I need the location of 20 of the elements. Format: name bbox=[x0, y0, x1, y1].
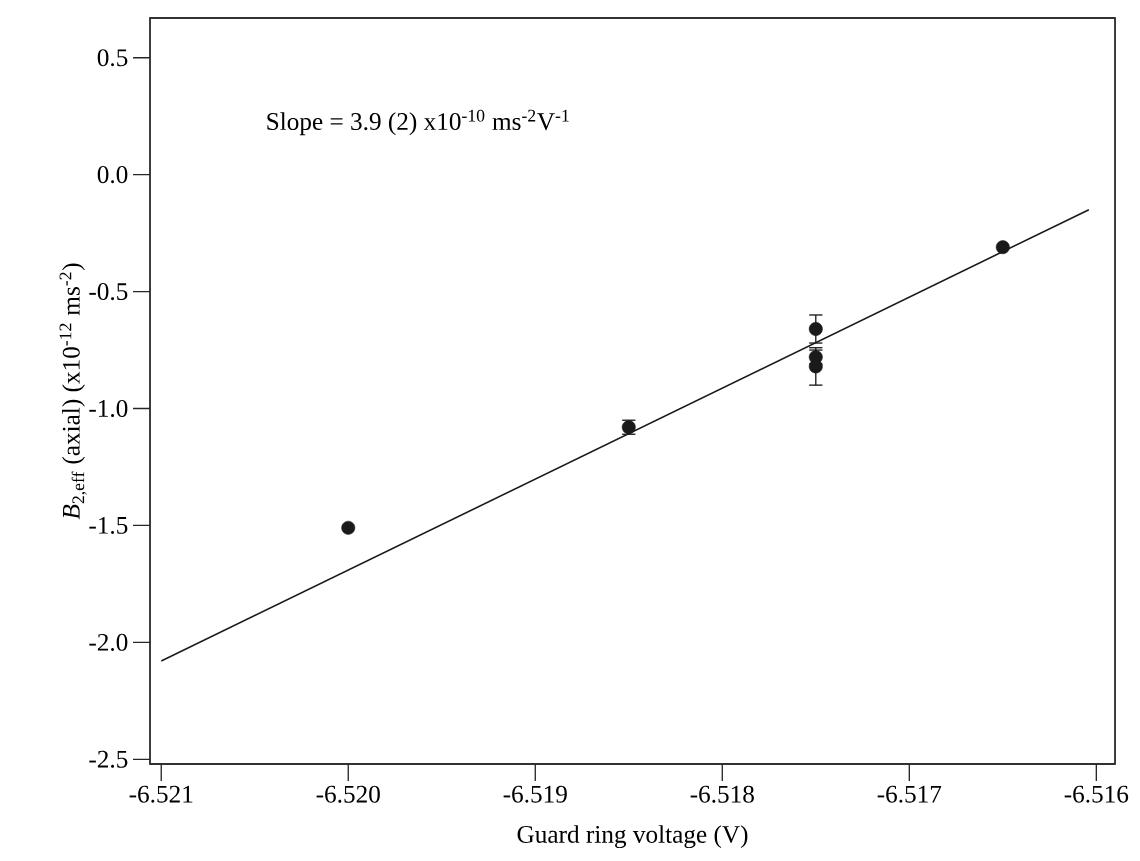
x-tick-label: -6.520 bbox=[316, 785, 380, 803]
y-tick-label: -1.0 bbox=[89, 399, 128, 418]
x-tick-label: -6.517 bbox=[877, 785, 942, 803]
x-tick-label: -6.519 bbox=[503, 785, 567, 803]
y-tick-label: -2.5 bbox=[89, 750, 128, 768]
y-tick-label: -2.0 bbox=[89, 633, 128, 651]
y-axis-title: B$_{2,eff}$ (axial) (x10$^{-12}$ ms$^{-2}$) bbox=[59, 263, 87, 520]
x-tick-label: -6.518 bbox=[690, 785, 754, 803]
point bbox=[808, 359, 823, 374]
point bbox=[341, 520, 356, 535]
x-axis-title: Guard ring voltage (V) bbox=[517, 825, 748, 849]
y-tick-label: -0.5 bbox=[89, 283, 128, 301]
x-tick-label: -6.516 bbox=[1064, 785, 1129, 803]
x-tick-label: -6.521 bbox=[129, 785, 193, 803]
y-tick-label: 0.0 bbox=[97, 166, 128, 184]
point bbox=[808, 322, 823, 336]
y-tick-label: 0.5 bbox=[97, 49, 128, 67]
point bbox=[995, 240, 1010, 255]
y-tick-label: -1.5 bbox=[89, 516, 128, 534]
annotation: Slope = 3.9 (2) x10$^{-10}$ ms$^{-2}$V$^{-1}$ bbox=[267, 109, 569, 136]
